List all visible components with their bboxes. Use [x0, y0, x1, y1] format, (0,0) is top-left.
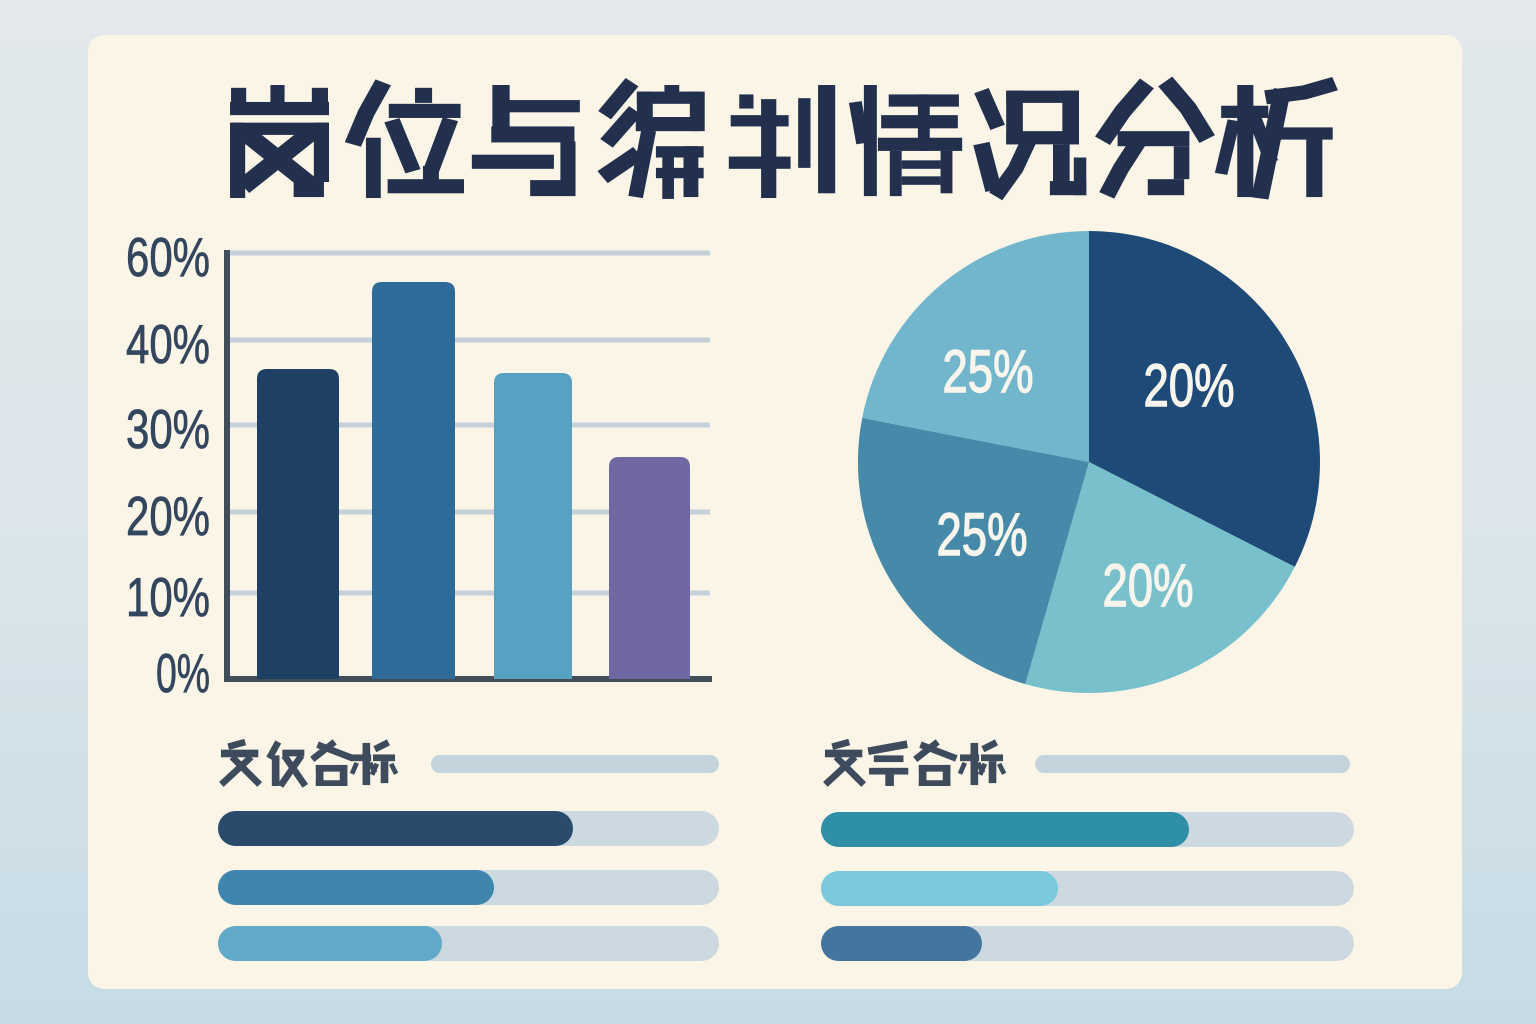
- svg-text:25%: 25%: [937, 501, 1028, 568]
- svg-text:20%: 20%: [126, 485, 210, 547]
- svg-text:20%: 20%: [1103, 552, 1194, 619]
- svg-text:60%: 60%: [126, 226, 210, 288]
- svg-text:25%: 25%: [943, 338, 1034, 405]
- svg-text:20%: 20%: [1144, 352, 1235, 419]
- svg-text:0%: 0%: [156, 642, 210, 704]
- svg-text:30%: 30%: [126, 398, 210, 460]
- svg-text:10%: 10%: [126, 566, 210, 628]
- svg-text:40%: 40%: [126, 313, 210, 375]
